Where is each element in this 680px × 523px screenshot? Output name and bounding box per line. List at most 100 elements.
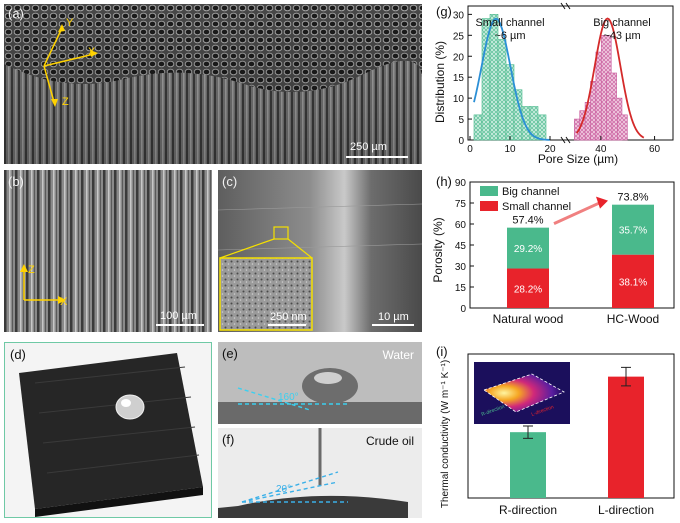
y-tick-label-g: 30 [453,10,465,21]
x-tick-label-g: 20 [544,144,556,155]
sem-image-a: (a) Y X Z 250 µm [4,4,422,164]
sem-b-texture [4,170,212,332]
bar-small-channel [521,106,531,141]
total-label: 73.8% [617,192,648,204]
panel-label-g: (g) [436,4,452,19]
axis-label-b-z: Z [28,264,35,276]
y-tick-label-h: 90 [455,178,467,189]
y-tick-label-h: 60 [455,220,467,231]
x-category-label-i: R-direction [499,503,557,517]
annot-small-size: ~6 µm [494,30,525,42]
sem-c-texture [218,170,422,332]
y-tick-label-g: 10 [453,94,465,105]
scale-label-c: 10 µm [378,311,409,323]
photo-f: (f) Crude oil 20° [218,428,422,518]
photo-d: (d) [4,342,212,518]
total-label: 57.4% [512,215,543,227]
panel-label-b: (b) [8,174,24,189]
y-tick-label-h: 75 [455,199,467,210]
axis-label-a-x: X [88,46,96,58]
scale-label-a: 250 µm [350,141,387,153]
inset-block-outline [483,373,565,413]
sem-image-b: (b) Z X 100 µm [4,170,212,332]
x-tick-label-g: 10 [504,144,516,155]
panel-label-c: (c) [222,174,238,189]
axis-label-a-z: Z [62,96,69,108]
x-tick-label-g: 60 [649,144,661,155]
y-tick-label-g: 20 [453,52,465,63]
bar-small-channel [537,114,547,141]
y-tick-label-g: 25 [453,31,465,42]
panel-label-d: (d) [10,347,26,362]
y-tick-label-g: 15 [453,73,465,84]
y-axis-label-g: Distribution (%) [433,41,447,123]
y-tick-label-g: 5 [458,115,464,126]
value-label-big: 35.7% [619,226,647,237]
wood-block-drawing [19,353,203,517]
fit-curve-big [575,17,645,139]
axis-label-b-x: X [60,296,68,308]
y-tick-label-h: 30 [455,262,467,273]
bar-small-channel [497,39,507,141]
photo-e: (e) Water 160° [218,342,422,424]
oil-angle-label: 20° [276,484,292,495]
value-label-small: 28.2% [514,284,542,295]
plot-frame-i [467,353,675,499]
scale-label-b: 100 µm [160,310,197,322]
y-axis-label-i: Thermal conductivity (W m⁻¹ K⁻¹) [440,360,451,508]
x-category-label-h: Natural wood [493,312,564,326]
scale-bar-c [372,324,414,326]
y-tick-label-h: 45 [455,241,467,252]
legend-label-big: Big channel [502,186,560,198]
inset-scale-label-c: 250 nm [270,311,307,323]
value-label-small: 38.1% [619,277,647,288]
bar-small-channel [507,268,549,308]
annot-big-size: ~43 µm [603,30,640,42]
y-axis-label-h: Porosity (%) [431,217,445,282]
bar-big-channel [612,204,654,255]
legend-swatch-small [480,201,498,211]
annot-big-channel: Big channel [593,17,651,29]
bar-big-channel [617,114,628,141]
x-category-label-h: HC-Wood [607,312,659,326]
scale-bar-b [156,324,204,326]
panel-label-i: (i) [436,344,448,359]
porosity-chart: (h) 0 15 30 45 60 75 90 Big channel Small channe… [431,174,675,326]
axis-label-a-y: Y [66,17,74,29]
axis-break-bottom [560,136,571,144]
legend-label-small: Small channel [502,201,571,213]
y-tick-label-g: 0 [458,136,464,147]
y-tick-label-h: 0 [460,304,466,315]
crude-oil-label: Crude oil [365,434,414,448]
panel-label-f: (f) [222,432,235,447]
x-tick-label-g: 0 [467,144,473,155]
sem-a-texture [4,4,422,164]
value-label-big: 29.2% [514,244,542,255]
annot-small-channel: Small channel [475,17,544,29]
oil-droplet-drawing [218,428,408,518]
axis-arrows-b [20,264,66,304]
panel-label-e: (e) [222,346,238,361]
y-tick-label-h: 15 [455,283,467,294]
panel-label-h: (h) [436,174,452,189]
plot-frame-g [467,5,674,141]
bar-small-channel [612,254,654,308]
x-axis-label-g: Pore Size (µm) [538,152,618,166]
thermal-inset: R-direction L-direction [474,362,570,424]
axis-arrows-a [43,24,98,107]
bar-thermal-conductivity [510,432,546,498]
water-label: Water [382,348,414,362]
fit-curve-small [473,17,551,141]
bar-small-channel [481,18,491,141]
water-droplet-drawing [218,368,422,424]
x-tick-label-g: 40 [595,144,607,155]
water-angle-label: 160° [278,392,299,403]
panel-label-a: (a) [8,6,24,21]
sem-image-c: (c) 250 nm 10 µm [218,170,422,332]
increase-arrowhead [596,196,608,209]
scale-bar-a [346,156,408,158]
bar-big-channel [507,227,549,269]
legend-swatch-big [480,186,498,196]
